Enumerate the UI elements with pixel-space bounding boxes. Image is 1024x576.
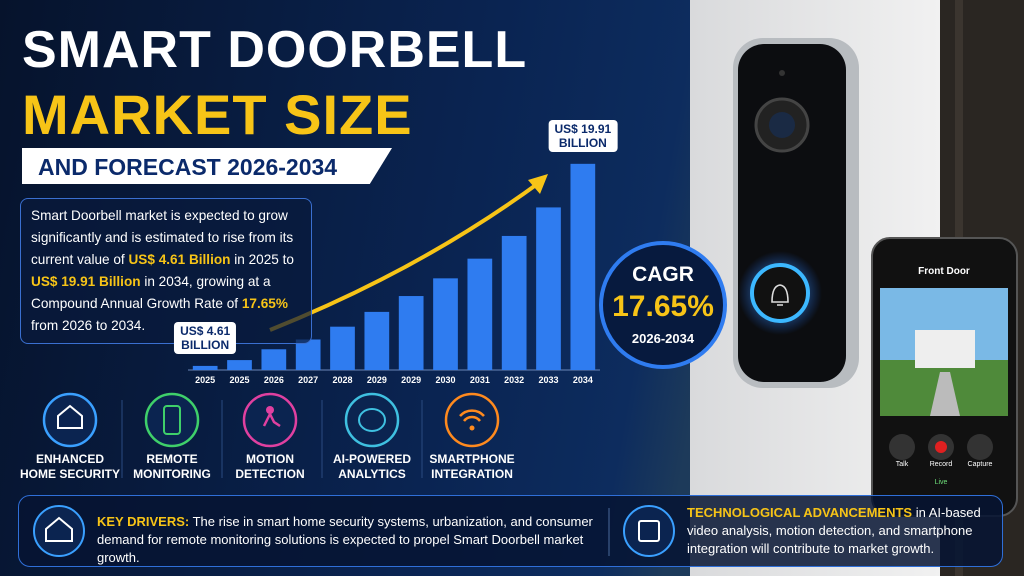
bar [536,207,561,370]
feature-icon [444,392,500,448]
x-tick-label: 2029 [401,375,421,385]
x-tick-label: 2025 [195,375,215,385]
bar [398,296,424,370]
value-label: US$ 19.91 BILLION [548,119,618,152]
phone-button-label: Talk [895,461,909,468]
feature-icon [344,392,400,448]
feature-label: ENHANCED HOME SECURITY [20,452,121,481]
doorbell-lens [769,112,795,138]
phone-status: Live [934,479,948,486]
text: from 2026 to 2034. [31,318,146,333]
subtitle-banner: AND FORECAST 2026-2034 [22,148,392,184]
text: in 2025 to [230,252,294,267]
arrow-head [528,174,548,194]
x-tick-label: 2029 [367,375,387,385]
x-tick-label: 2032 [504,375,524,385]
bar [501,235,527,370]
drivers-panel: KEY DRIVERS: The rise in smart home secu… [18,495,1003,567]
feature-label: SMARTPHONE INTEGRATION [429,452,515,481]
bell-icon [771,284,789,306]
bar [364,311,390,370]
x-tick-label: 2028 [332,375,352,385]
bar-chart: 2025 2025 2026 2027 2028 2029 2029 2030 2031 2032… [188,163,600,385]
phone-title: Front Door [918,266,970,277]
text: Smart Doorbell market is expected to gro… [31,208,294,267]
bar [261,349,287,370]
doorbell-button [750,263,810,323]
capture-button[interactable] [967,434,993,460]
x-tick-label: 2030 [435,375,455,385]
phone-button-label: Record [929,461,953,468]
highlight: 17.65% [241,296,288,311]
key-title: KEY DRIVERS: [97,514,190,529]
cagr-period: 2026-2034 [631,331,695,346]
bar [330,326,355,370]
title-line1: SMART DOORBELL [22,21,528,79]
phone-path [930,372,960,416]
x-tick-label: 2031 [470,375,490,385]
x-tick-label: 2034 [573,375,593,385]
x-tick-label: 2026 [264,375,284,385]
value-label: US$ 4.61 BILLION [174,321,237,354]
x-tick-label: 2033 [538,375,558,385]
subtitle: AND FORECAST 2026-2034 [38,154,338,180]
description: Smart Doorbell market is expected to gro… [20,198,312,344]
feature-icon [42,392,98,448]
feature-icon [144,392,200,448]
doorbell-sensor [779,70,785,76]
bar [227,360,252,370]
bar [570,163,596,370]
tech-advancements: TECHNOLOGICAL ADVANCEMENTS in AI-based v… [687,504,992,558]
x-tick-label: 2027 [298,375,318,385]
record-dot [935,441,947,453]
key-drivers: KEY DRIVERS: The rise in smart home secu… [97,513,597,567]
x-tick-label: 2025 [229,375,249,385]
highlight: US$ 19.91 Billion [31,274,141,289]
bar [467,258,493,370]
drivers-icons [33,505,675,557]
talk-button[interactable] [889,434,915,460]
feature-icons [42,392,500,448]
cagr-badge [599,241,727,369]
highlight: US$ 4.61 Billion [128,252,231,267]
feature-label: MOTION DETECTION [235,452,305,481]
bar [192,365,218,370]
cagr-label: CAGR [632,263,694,286]
feature-icon [242,392,298,448]
bar [433,278,458,370]
feature-label: REMOTE MONITORING [133,452,211,481]
phone-button-label: Capture [967,461,993,468]
feature-label: AI-POWERED ANALYTICS [333,452,411,481]
key-text: The rise in smart home security systems,… [97,514,593,565]
title-line2: MARKET SIZE [22,83,413,146]
phone-house [915,330,975,368]
cagr-value: 17.65% [612,290,714,323]
bar [295,339,321,370]
tech-title: TECHNOLOGICAL ADVANCEMENTS [687,505,913,520]
text: in 2034, growing at a Compound Annual Gr… [31,274,271,311]
tech-text: in AI-based video analysis, motion detec… [687,505,981,556]
